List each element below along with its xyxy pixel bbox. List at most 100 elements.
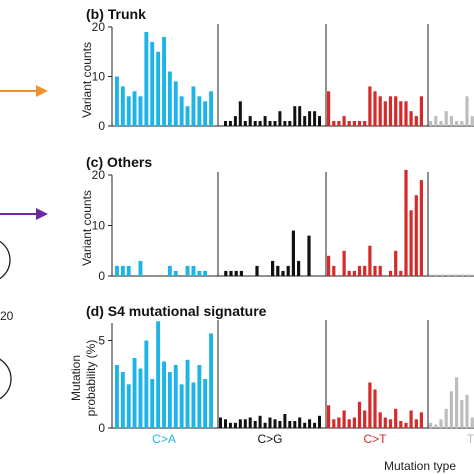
bar	[179, 96, 184, 126]
bar	[197, 270, 202, 276]
bar	[307, 235, 311, 276]
bar	[173, 270, 178, 276]
bar	[439, 419, 443, 429]
bar	[419, 180, 423, 276]
x-axis-label: Mutation type	[384, 459, 456, 473]
bar	[347, 419, 351, 429]
y-ticks: 05	[98, 323, 474, 435]
panel-title: (c) Others	[86, 154, 152, 170]
panel-trunk: (b) Trunk Variant counts 0 10 20	[80, 6, 474, 133]
y-axis-label: Variant counts	[80, 42, 94, 118]
bar	[470, 116, 474, 126]
bar	[248, 116, 252, 126]
y-ticks: 0 10 20	[92, 20, 474, 133]
bar	[337, 121, 341, 126]
bar	[255, 265, 259, 276]
bar	[449, 391, 453, 429]
y-tick-label: 10	[92, 219, 106, 233]
bar	[197, 96, 202, 126]
bar	[185, 359, 190, 429]
bar	[429, 121, 433, 126]
y-tick-label: 0	[98, 119, 105, 133]
bar	[455, 377, 459, 429]
bar	[243, 121, 247, 126]
bar	[278, 111, 282, 126]
bar	[394, 96, 398, 126]
bar	[439, 121, 443, 126]
bar	[399, 270, 403, 276]
bar	[327, 91, 331, 126]
y-axis-label: Variant counts	[80, 190, 94, 266]
bar	[132, 358, 137, 428]
bar	[313, 422, 317, 429]
bar	[268, 417, 272, 428]
bar	[441, 274, 445, 276]
bar	[447, 274, 451, 276]
bar	[288, 421, 292, 428]
bar	[228, 422, 232, 429]
group-label: C>G	[257, 432, 282, 446]
bar	[234, 270, 238, 276]
circle-fragment-bottom	[0, 358, 12, 400]
y-tick-label: 20	[92, 168, 106, 182]
bar	[258, 415, 262, 429]
bar	[318, 415, 321, 429]
bar	[460, 400, 464, 428]
bar	[404, 422, 408, 429]
bar	[357, 401, 362, 429]
bar	[263, 116, 267, 126]
bars	[115, 169, 474, 277]
bar	[313, 111, 317, 126]
bar	[414, 116, 418, 126]
bar	[388, 270, 393, 276]
bar	[455, 121, 459, 126]
bar	[162, 361, 166, 428]
bar	[308, 111, 312, 126]
bar	[460, 121, 464, 126]
bar	[167, 265, 172, 276]
bar	[224, 270, 228, 276]
bar	[291, 230, 295, 276]
y-tick-label: 0	[98, 421, 105, 435]
bar	[115, 76, 119, 126]
bar	[185, 265, 190, 276]
bar	[449, 116, 453, 126]
bar	[138, 260, 143, 276]
bar	[378, 265, 382, 276]
bar	[414, 419, 418, 429]
bar	[308, 419, 312, 429]
bar	[470, 417, 474, 428]
bar	[388, 419, 393, 429]
bar	[126, 96, 131, 126]
arrow-c-head	[36, 208, 48, 220]
group-label: C>A	[152, 432, 176, 446]
bar	[378, 412, 382, 429]
bar	[303, 422, 307, 429]
bar	[332, 121, 336, 126]
bar	[203, 379, 208, 428]
bar	[347, 121, 351, 126]
bar	[126, 384, 131, 429]
bar	[278, 421, 282, 428]
bar	[332, 419, 336, 429]
bar	[342, 116, 346, 126]
bar	[460, 274, 464, 276]
group-separators	[217, 172, 429, 276]
bar	[394, 408, 398, 429]
bar	[150, 41, 155, 126]
bar	[404, 101, 408, 127]
bar	[409, 210, 413, 276]
bar	[419, 412, 423, 429]
arrow-b-head	[36, 85, 48, 97]
bar	[373, 389, 377, 428]
bar	[115, 365, 119, 428]
bar	[268, 121, 272, 126]
bar	[288, 121, 292, 126]
bar	[263, 422, 267, 429]
bar	[429, 422, 433, 429]
bar	[363, 121, 367, 126]
bar	[363, 265, 367, 276]
bars	[115, 32, 474, 127]
bar	[337, 417, 341, 428]
